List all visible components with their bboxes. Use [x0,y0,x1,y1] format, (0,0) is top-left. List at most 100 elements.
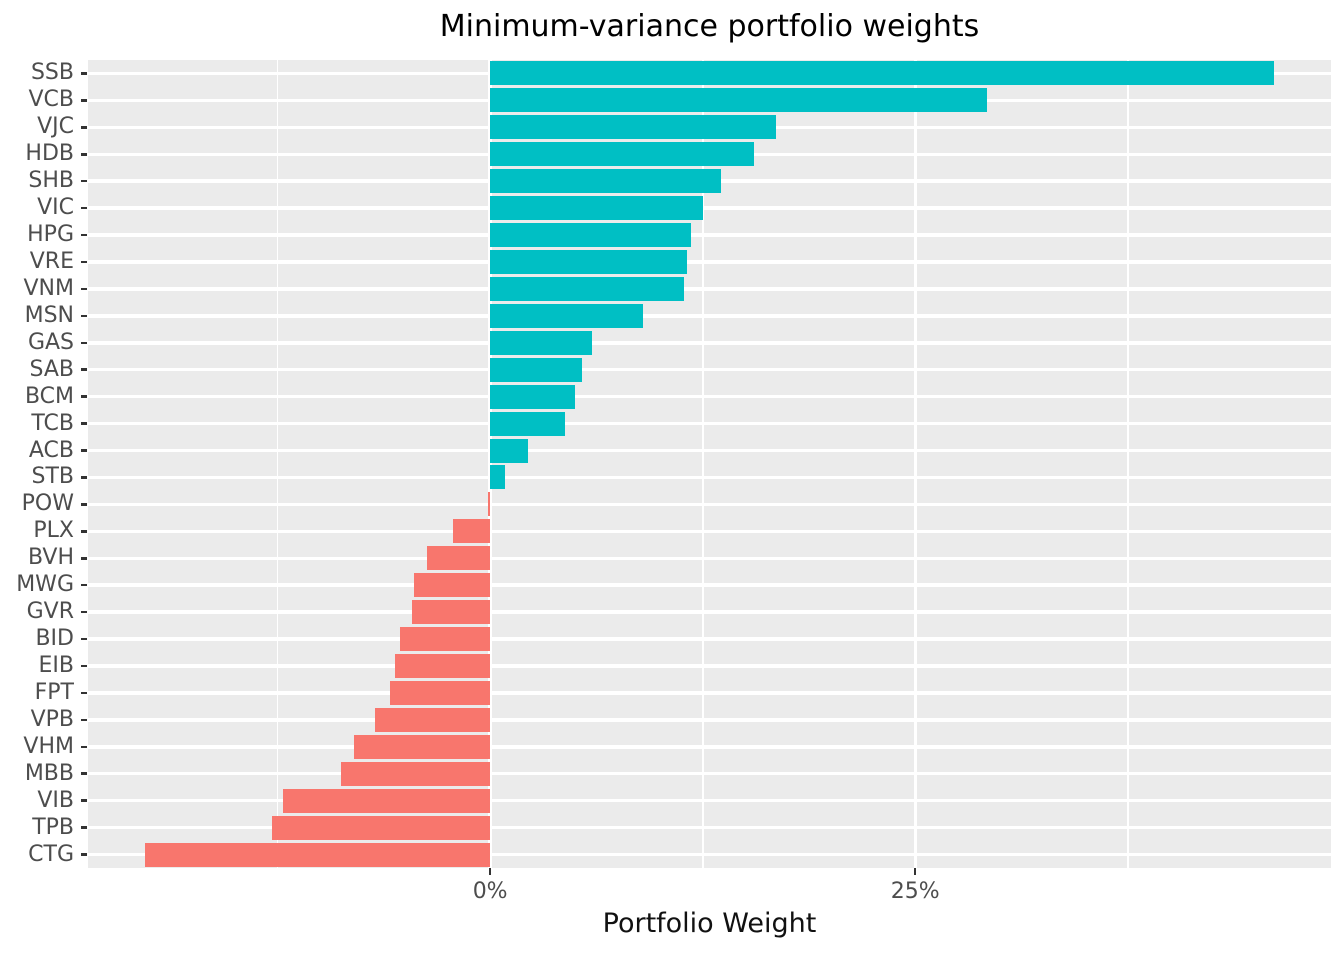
y-label-ACB: ACB [28,437,74,463]
bar-SSB [490,61,1275,86]
y-label-PLX: PLX [33,518,74,544]
y-label-VIB: VIB [37,787,74,813]
y-label-POW: POW [21,491,74,517]
y-tick-MBB [81,772,87,775]
y-label-SAB: SAB [29,356,74,382]
bar-SHB [490,169,722,194]
y-tick-TPB [81,826,87,829]
bar-GVR [411,600,491,625]
y-tick-VPB [81,718,87,722]
y-label-BVH: BVH [27,545,74,571]
bar-POW [487,492,491,517]
y-tick-CTG [81,853,87,856]
y-tick-HDB [81,153,87,156]
y-major-gridline [88,825,1331,830]
y-label-FPT: FPT [34,679,74,705]
y-label-MSN: MSN [24,302,74,328]
bar-GAS [490,330,593,355]
y-major-gridline [88,664,1331,668]
y-major-gridline [88,475,1331,480]
y-major-gridline [88,691,1331,695]
bar-TCB [490,411,565,436]
y-label-VNM: VNM [23,275,75,301]
y-label-MBB: MBB [24,760,74,786]
y-major-gridline [88,206,1331,210]
y-major-gridline [88,260,1331,264]
bar-VPB [374,707,491,732]
bar-TPB [272,815,491,840]
bar-SAB [490,357,582,382]
y-tick-PLX [81,530,87,533]
y-tick-ACB [81,449,87,452]
x-minor-gridline [276,60,279,868]
y-tick-BVH [81,557,87,560]
y-tick-STB [81,476,87,479]
y-label-GVR: GVR [26,599,74,625]
y-tick-BID [81,637,87,641]
x-minor-gridline [1126,60,1129,868]
y-label-TPB: TPB [32,814,74,840]
x-tick-0% [488,868,492,875]
bar-VRE [490,250,688,274]
y-label-STB: STB [31,464,75,490]
bar-HPG [490,223,691,248]
y-tick-POW [81,503,87,506]
y-tick-VCB [81,99,87,102]
y-tick-VJC [81,126,87,129]
y-label-SSB: SSB [30,60,74,86]
bar-BVH [427,546,491,571]
x-tick-label-25%: 25% [890,879,940,904]
y-label-SHB: SHB [28,168,74,194]
x-major-gridline [488,60,492,868]
y-major-gridline [88,718,1331,722]
y-tick-MSN [81,314,87,318]
y-major-gridline [88,448,1331,453]
y-major-gridline [88,287,1331,291]
chart-title: Minimum-variance portfolio weights [439,9,980,44]
y-tick-GAS [81,341,87,345]
bar-BID [400,627,491,652]
y-label-HDB: HDB [25,141,74,167]
bar-STB [490,465,506,490]
y-label-VJC: VJC [37,114,74,140]
y-tick-HPG [81,233,87,237]
y-major-gridline [88,852,1331,857]
bar-BCM [490,384,576,409]
y-tick-SSB [81,72,87,75]
y-label-GAS: GAS [27,329,74,355]
y-major-gridline [88,233,1331,237]
bar-CTG [144,842,491,867]
y-tick-VIB [81,799,87,802]
bar-VHM [354,734,491,759]
bar-VIC [490,196,703,221]
bar-VNM [490,276,684,301]
y-major-gridline [88,341,1331,345]
y-tick-VIC [81,206,87,210]
y-tick-VHM [81,745,87,749]
y-major-gridline [88,798,1331,803]
y-major-gridline [88,529,1331,534]
y-major-gridline [88,771,1331,776]
y-label-VIC: VIC [37,195,74,221]
y-tick-GVR [81,610,87,614]
y-label-EIB: EIB [38,653,74,678]
y-tick-SHB [81,179,87,183]
bar-MWG [413,573,491,598]
bar-FPT [389,680,491,705]
bar-VIB [282,788,491,813]
y-major-gridline [88,314,1331,318]
y-major-gridline [88,394,1331,399]
y-tick-BCM [81,395,87,398]
y-tick-TCB [81,422,87,425]
y-tick-MWG [81,583,87,587]
y-label-VRE: VRE [29,249,74,274]
bar-PLX [452,519,491,544]
y-major-gridline [88,583,1331,587]
x-minor-gridline [701,60,704,868]
y-tick-VNM [81,287,87,291]
y-major-gridline [88,421,1331,426]
y-major-gridline [88,502,1331,507]
y-label-VHM: VHM [23,733,74,759]
plot-panel [88,60,1331,868]
